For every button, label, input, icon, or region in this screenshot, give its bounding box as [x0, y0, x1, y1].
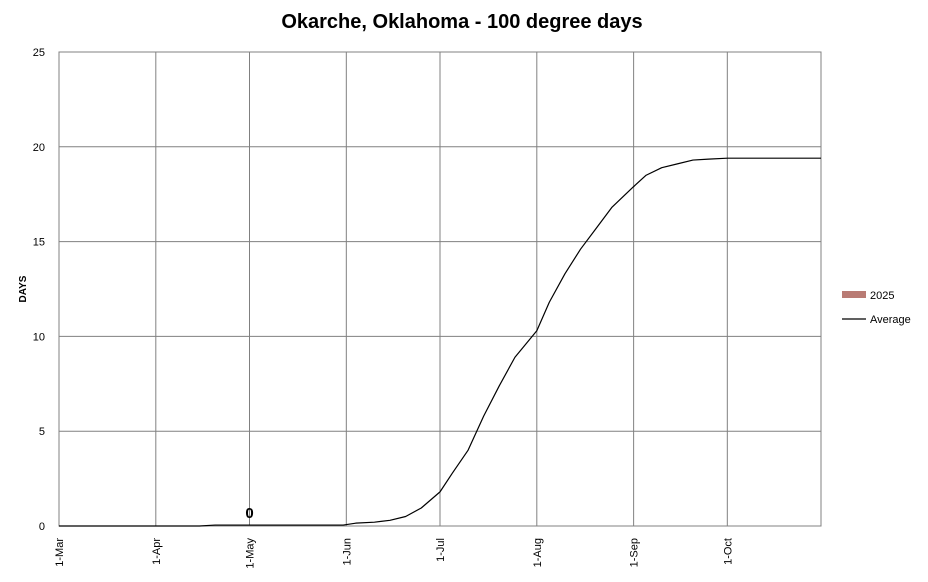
x-tick-label: 1-Apr — [151, 538, 163, 565]
y-axis-ticks: 0 5 10 15 20 25 — [33, 47, 45, 533]
legend-label-average: Average — [870, 314, 911, 326]
y-tick-label: 25 — [33, 47, 45, 59]
y-tick-label: 10 — [33, 331, 45, 343]
x-tick-label: 1-Aug — [532, 538, 544, 567]
plot-area-border — [58, 51, 822, 527]
legend-label-2025: 2025 — [870, 290, 894, 302]
y-tick-label: 5 — [39, 426, 45, 438]
series-layer: 0 — [59, 157, 821, 527]
x-tick-label: 1-Sep — [629, 538, 641, 567]
legend: 2025 Average — [842, 290, 911, 326]
x-axis-ticks: 1-Mar 1-Apr 1-May 1-Jun 1-Jul 1-Aug 1-Sep 1-Oct — [54, 538, 734, 569]
x-tick-label: 1-Jun — [341, 538, 353, 566]
x-tick-label: 1-May — [245, 538, 257, 569]
legend-swatch-2025 — [842, 291, 866, 298]
y-tick-label: 15 — [33, 237, 45, 249]
x-tick-label: 1-Jul — [435, 538, 447, 562]
y-tick-label: 20 — [33, 142, 45, 154]
x-tick-label: 1-Mar — [54, 538, 66, 567]
x-tick-label: 1-Oct — [722, 538, 734, 565]
series-line-average — [59, 157, 821, 527]
chart-title: Okarche, Oklahoma - 100 degree days — [281, 11, 642, 33]
y-tick-label: 0 — [39, 521, 45, 533]
y-axis-title: DAYS — [18, 275, 29, 302]
data-label: 0 — [245, 505, 253, 522]
